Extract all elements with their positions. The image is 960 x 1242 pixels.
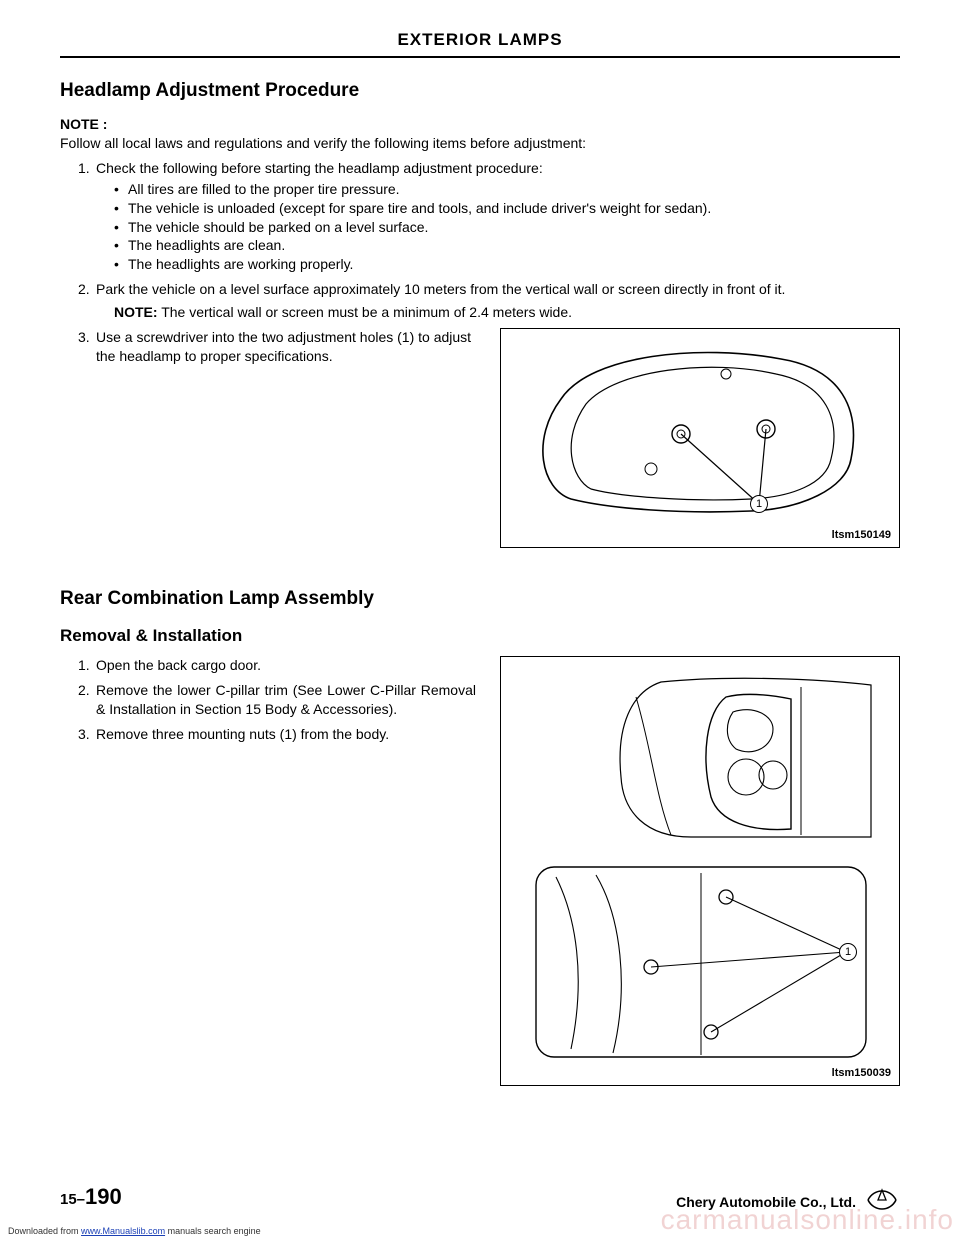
note-text: Follow all local laws and regulations an…: [60, 134, 900, 153]
chery-logo-icon: [864, 1184, 900, 1210]
step-3-list: Use a screwdriver into the two adjustmen…: [60, 328, 476, 366]
section2-steps: Open the back cargo door. Remove the low…: [60, 656, 476, 744]
s2-step-2: Remove the lower C-pillar trim (See Lowe…: [78, 681, 476, 719]
page-number: 15–190: [60, 1184, 122, 1210]
step-3-row: Use a screwdriver into the two adjustmen…: [60, 328, 900, 548]
s2-step-3: Remove three mounting nuts (1) from the …: [78, 725, 476, 744]
step-3-figure-wrap: 1 ltsm150149: [500, 328, 900, 548]
step-1: Check the following before starting the …: [78, 159, 900, 274]
step-2-note-bold: NOTE:: [114, 304, 158, 320]
step-1-bullets: All tires are filled to the proper tire …: [96, 180, 900, 274]
page-header-title: EXTERIOR LAMPS: [60, 30, 900, 56]
callout-1: 1: [750, 495, 768, 513]
headlamp-figure: 1 ltsm150149: [500, 328, 900, 548]
download-link[interactable]: www.Manualslib.com: [81, 1226, 165, 1236]
rear-lamp-figure: 1 ltsm150039: [500, 656, 900, 1086]
page-prefix: 15–: [60, 1191, 85, 1208]
figure-id: ltsm150149: [832, 529, 891, 541]
bullet-item: The headlights are working properly.: [114, 255, 900, 274]
page-num-value: 190: [85, 1184, 122, 1209]
step-1-text: Check the following before starting the …: [96, 160, 543, 176]
headlamp-diagram-svg: [501, 329, 901, 549]
note-label: NOTE :: [60, 116, 900, 132]
step-2: Park the vehicle on a level surface appr…: [78, 280, 900, 322]
step-3-text: Use a screwdriver into the two adjustmen…: [96, 329, 471, 364]
step-2-text: Park the vehicle on a level surface appr…: [96, 281, 785, 297]
step-3-left: Use a screwdriver into the two adjustmen…: [60, 328, 476, 372]
rear-lamp-diagram-svg: [501, 657, 901, 1087]
step-3: Use a screwdriver into the two adjustmen…: [78, 328, 476, 366]
section-title-rear-lamp: Rear Combination Lamp Assembly: [60, 588, 900, 610]
page-footer: 15–190 Chery Automobile Co., Ltd.: [60, 1184, 900, 1210]
bullet-item: The vehicle should be parked on a level …: [114, 218, 900, 237]
company-name-block: Chery Automobile Co., Ltd.: [676, 1184, 900, 1210]
section2-figure-wrap: 1 ltsm150039: [500, 656, 900, 1086]
document-page: EXTERIOR LAMPS Headlamp Adjustment Proce…: [0, 0, 960, 1242]
procedure-list: Check the following before starting the …: [60, 159, 900, 322]
download-suffix: manuals search engine: [165, 1226, 261, 1236]
section2-row: Open the back cargo door. Remove the low…: [60, 656, 900, 1086]
bullet-item: The headlights are clean.: [114, 236, 900, 255]
step-2-note-rest: The vertical wall or screen must be a mi…: [158, 304, 572, 320]
download-prefix: Downloaded from: [8, 1226, 81, 1236]
header-rule: [60, 56, 900, 58]
subsection-title-removal: Removal & Installation: [60, 626, 900, 646]
step-2-note: NOTE: The vertical wall or screen must b…: [114, 303, 900, 322]
download-line: Downloaded from www.Manualslib.com manua…: [8, 1226, 261, 1236]
figure-id-rear: ltsm150039: [832, 1067, 891, 1079]
bullet-item: The vehicle is unloaded (except for spar…: [114, 199, 900, 218]
section-title-headlamp: Headlamp Adjustment Procedure: [60, 80, 900, 102]
callout-1-rear: 1: [839, 943, 857, 961]
company-name: Chery Automobile Co., Ltd.: [676, 1194, 856, 1210]
bullet-item: All tires are filled to the proper tire …: [114, 180, 900, 199]
section2-left: Open the back cargo door. Remove the low…: [60, 656, 476, 750]
s2-step-1: Open the back cargo door.: [78, 656, 476, 675]
